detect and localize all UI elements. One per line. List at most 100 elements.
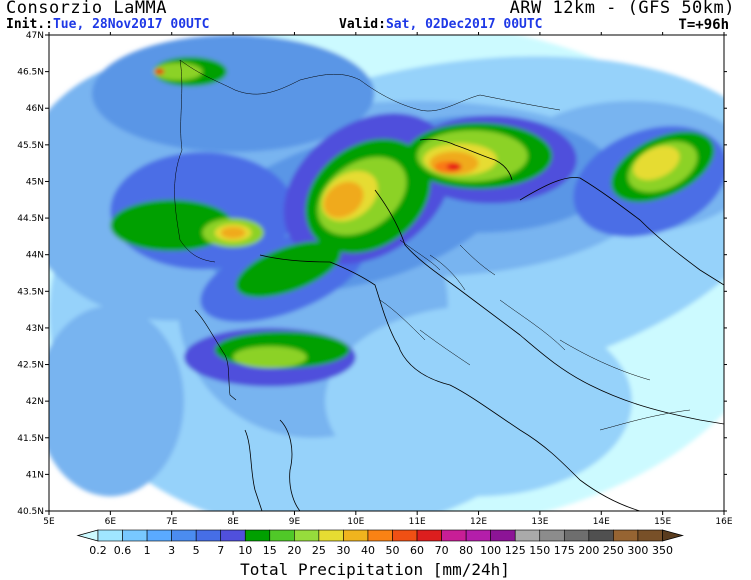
legend-swatch — [441, 529, 467, 542]
legend-label: 25 — [312, 544, 326, 557]
legend-label: 70 — [435, 544, 449, 557]
precip-field — [49, 35, 724, 511]
precip-area — [220, 226, 246, 239]
legend-label: 5 — [193, 544, 200, 557]
legend-label: 300 — [627, 544, 648, 557]
forecast-step: T=+96h — [678, 17, 729, 33]
org-title: Consorzio LaMMA — [6, 0, 168, 18]
lon-tick-label: 13E — [531, 517, 548, 527]
legend-swatch — [588, 529, 614, 542]
lon-tick-label: 9E — [289, 517, 301, 527]
legend-swatch — [367, 529, 393, 542]
legend-label: 20 — [287, 544, 301, 557]
coastlines — [194, 138, 724, 511]
legend-swatch — [416, 529, 442, 542]
legend-label: 250 — [603, 544, 624, 557]
lat-tick-label: 44N — [26, 251, 44, 261]
legend-label: 60 — [410, 544, 424, 557]
legend-label: 150 — [529, 544, 550, 557]
legend-swatch — [294, 529, 320, 542]
legend-label: 40 — [361, 544, 375, 557]
legend-swatch — [563, 529, 590, 542]
init-line: Init.:Tue, 28Nov2017 00UTC — [6, 17, 210, 32]
precip-area — [235, 241, 341, 298]
legend-label: 0.6 — [114, 544, 132, 557]
precip-area — [154, 68, 165, 75]
precip-area — [633, 146, 680, 181]
legend-swatch — [490, 529, 516, 542]
legend-swatch — [269, 529, 295, 542]
legend-label: 30 — [336, 544, 350, 557]
legend-swatch — [195, 529, 222, 542]
legend-swatch — [539, 529, 565, 542]
precip-area — [233, 346, 307, 369]
lon-tick-label: 15E — [654, 517, 671, 527]
lat-tick-label: 40.5N — [17, 507, 44, 517]
legend-swatch — [514, 529, 541, 542]
lon-tick-label: 7E — [166, 517, 178, 527]
lat-tick-label: 46.5N — [17, 68, 44, 78]
lat-tick-label: 46N — [26, 104, 44, 114]
legend-swatch — [343, 529, 369, 542]
precip-area — [325, 305, 632, 497]
lon-tick-label: 11E — [409, 517, 426, 527]
lat-tick-label: 41.5N — [17, 434, 44, 444]
legend-arrow-right — [662, 529, 684, 542]
legend-label: 15 — [263, 544, 277, 557]
lon-tick-label: 12E — [470, 517, 487, 527]
model-title: ARW 12km - (GFS 50km) — [509, 0, 735, 18]
legend: 0.2 0.6 1 3 5 7 10 15 20 25 30 40 50 60 70 80 100 125 150 1… — [76, 529, 684, 557]
legend-swatch — [392, 529, 418, 542]
legend-label: 80 — [459, 544, 473, 557]
legend-label: 350 — [652, 544, 673, 557]
lat-tick-label: 42.5N — [17, 361, 44, 371]
lat-tick-label: 42N — [26, 397, 44, 407]
init-value: Tue, 28Nov2017 00UTC — [52, 17, 210, 32]
legend-label: 175 — [554, 544, 575, 557]
lon-tick-label: 5E — [43, 517, 55, 527]
valid-label: Valid: — [339, 17, 386, 32]
borders — [174, 59, 691, 431]
legend-label: 10 — [238, 544, 252, 557]
legend-label: 125 — [505, 544, 526, 557]
legend-swatch — [171, 529, 197, 542]
legend-swatch — [318, 529, 344, 542]
map-border — [48, 34, 725, 512]
lon-tick-label: 6E — [105, 517, 117, 527]
lon-tick-label: 16E — [715, 517, 732, 527]
legend-swatch — [244, 529, 271, 542]
legend-label: 7 — [217, 544, 224, 557]
precip-area — [153, 62, 203, 81]
legend-swatch — [146, 529, 172, 542]
precip-area — [446, 163, 462, 171]
latitude-axis: 47N 46.5N 46N 45.5N 45N 44.5N 44N 43.5N 43N 42.5N… — [17, 31, 727, 517]
legend-title: Total Precipitation [mm/24h] — [240, 560, 510, 579]
init-label: Init.: — [6, 17, 53, 32]
legend-swatch — [465, 529, 491, 542]
lon-tick-label: 8E — [227, 517, 239, 527]
legend-arrow-left — [76, 529, 99, 542]
valid-line: Valid:Sat, 02Dec2017 00UTC — [339, 17, 543, 32]
precip-area — [49, 305, 184, 497]
legend-label: 200 — [578, 544, 599, 557]
legend-swatch — [97, 529, 123, 542]
precip-area — [110, 199, 234, 252]
lon-tick-label: 14E — [593, 517, 610, 527]
precip-area — [323, 181, 364, 218]
lat-tick-label: 43N — [26, 324, 44, 334]
legend-swatch — [122, 529, 148, 542]
legend-swatch — [637, 529, 663, 542]
legend-label: 3 — [168, 544, 175, 557]
lat-tick-label: 45.5N — [17, 141, 44, 151]
legend-label: 50 — [386, 544, 400, 557]
lon-tick-label: 10E — [347, 517, 364, 527]
lat-tick-label: 44.5N — [17, 214, 44, 224]
lat-tick-label: 41N — [26, 470, 44, 480]
lat-tick-label: 43.5N — [17, 287, 44, 297]
legend-label: 1 — [144, 544, 151, 557]
longitude-axis: 5E 6E 7E 8E 9E 10E 11E 12E 13E 14E 15E 16E — [43, 32, 733, 527]
legend-label: 0.2 — [89, 544, 107, 557]
legend-swatch — [613, 529, 639, 542]
valid-value: Sat, 02Dec2017 00UTC — [385, 17, 543, 32]
